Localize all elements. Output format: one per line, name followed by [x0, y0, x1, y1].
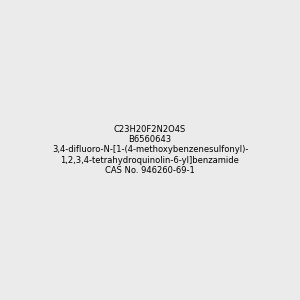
Text: C23H20F2N2O4S
B6560643
3,4-difluoro-N-[1-(4-methoxybenzenesulfonyl)-
1,2,3,4-tet: C23H20F2N2O4S B6560643 3,4-difluoro-N-[1…	[52, 125, 248, 175]
